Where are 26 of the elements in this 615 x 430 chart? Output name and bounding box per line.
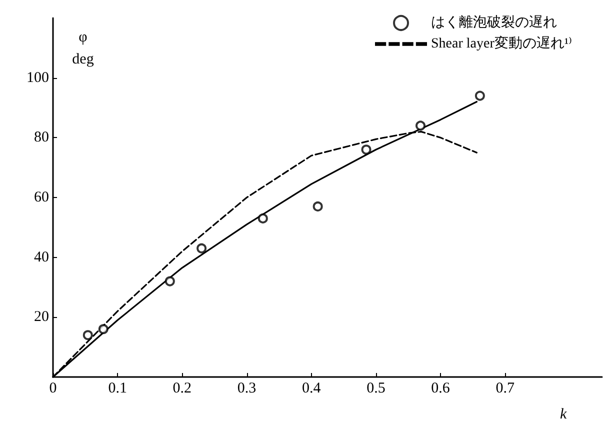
point (361, 144, 372, 155)
y-tick-label: 100 (26, 70, 49, 86)
legend-label: はく離泡破裂の遅れ (431, 14, 558, 30)
point (312, 201, 323, 212)
x-tick-label: 0.3 (237, 380, 256, 396)
x-tick-label: 0.6 (431, 380, 450, 396)
y-axis-title: φ deg (72, 29, 94, 68)
x-axis-title: k (560, 406, 567, 422)
point (82, 330, 93, 340)
point (474, 90, 485, 101)
point (258, 213, 268, 224)
y-tick-label: 60 (34, 190, 49, 206)
y-tick-label: 40 (34, 249, 49, 266)
x-tick-label: 0.5 (366, 380, 386, 396)
y-tick-label: 80 (34, 130, 49, 146)
legend-label: Shear layer変動の遅れ¹⁾ (431, 36, 572, 52)
x-tick-label: 0.2 (172, 380, 192, 396)
x-tick-label: 0.4 (302, 380, 322, 396)
point (416, 120, 426, 131)
point (164, 276, 175, 286)
x-tick-label: 0.7 (496, 380, 515, 396)
point (196, 243, 207, 254)
x-tick-label: 0.1 (108, 380, 127, 396)
x-tick-label: 0 (49, 380, 57, 396)
point (98, 324, 108, 334)
y-tick-label: 20 (34, 309, 49, 326)
